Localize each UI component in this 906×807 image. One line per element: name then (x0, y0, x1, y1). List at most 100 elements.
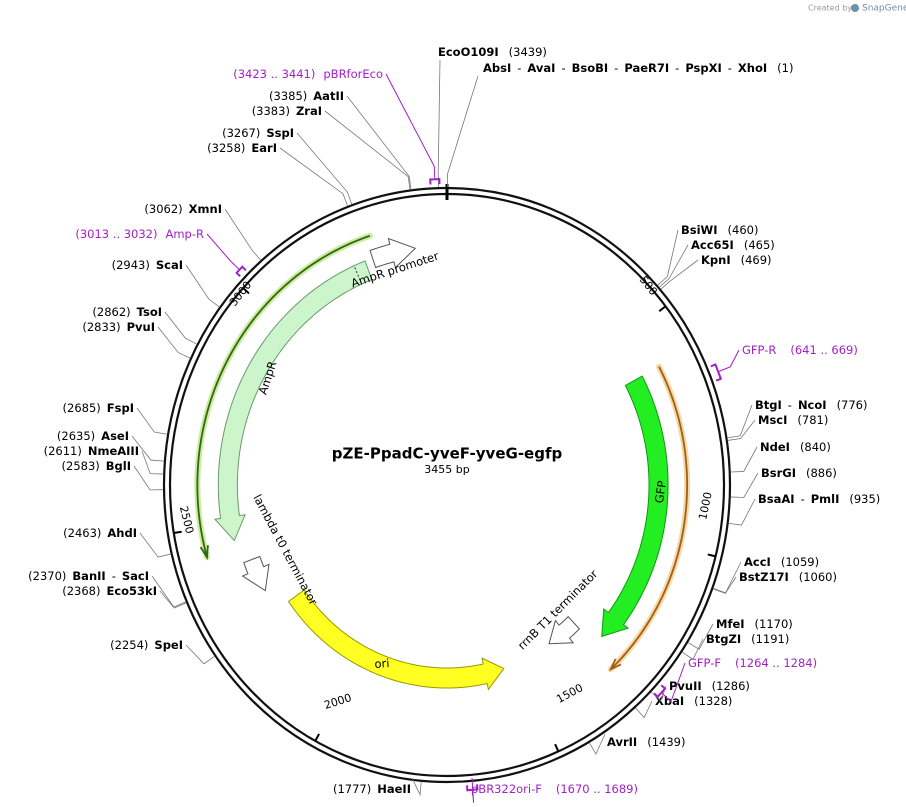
site-connector (589, 733, 606, 755)
feature-label: ori (374, 656, 390, 671)
primer-label: (3423 .. 3441) pBRforEco (233, 67, 383, 81)
site-label: EcoO109I (3439) (438, 45, 547, 59)
site-label: (2254) SpeI (110, 638, 183, 652)
site-label: BtgZI (1191) (706, 632, 789, 646)
ruler-tick (242, 287, 250, 295)
site-position: (1777) (333, 782, 371, 796)
enzyme-name: AhdI (107, 526, 137, 540)
site-connector (651, 685, 667, 702)
enzyme-name: NdeI (760, 440, 790, 454)
site-separator: - (517, 61, 521, 75)
enzyme-name: Acc65I (691, 238, 734, 252)
enzyme-name: MfeI (716, 617, 745, 631)
site-position: (776) (837, 398, 868, 412)
lambda-terminator-arrow (241, 555, 270, 592)
primer-connector (385, 73, 436, 179)
enzyme-name: BanII (72, 569, 105, 583)
site-connector (730, 472, 759, 498)
site-label: (3062) XmnI (144, 202, 222, 216)
primer-name: pBR322ori-F (471, 782, 542, 796)
site-connector (141, 450, 164, 475)
primer-range: (1264 .. 1284) (735, 656, 817, 670)
site-connector (687, 623, 714, 650)
site-position: (3439) (509, 45, 547, 59)
gfp-arrow (601, 375, 669, 638)
enzyme-name: ZraI (296, 104, 322, 118)
site-connector (185, 644, 215, 665)
site-connector (657, 229, 679, 286)
site-connector (279, 147, 348, 207)
credit-text: Created by (808, 4, 852, 13)
enzyme-name: BsiWI (681, 223, 718, 237)
primer-name: GFP-F (688, 656, 721, 670)
site-label: AbsI - AvaI - BsoBI - PaeR7I - PspXI - XhoI (1) (483, 61, 793, 75)
ruler-label: 1500 (554, 681, 585, 706)
ampr-promoter-arrow (369, 237, 417, 269)
primer-mark (235, 265, 247, 278)
enzyme-name: PvuII (669, 679, 702, 693)
site-connector (324, 110, 411, 190)
site-connector (151, 575, 186, 608)
site-connector (660, 259, 699, 290)
ampr-direction (196, 234, 371, 558)
site-position: (1059) (781, 555, 819, 569)
ruler-label: 2000 (323, 691, 354, 712)
site-connector (159, 590, 187, 609)
site-position: (840) (800, 440, 831, 454)
enzyme-name: PvuI (127, 320, 155, 334)
site-connector (713, 576, 737, 594)
ruler-label: 1000 (696, 491, 715, 521)
enzyme-name: TsoI (137, 305, 162, 319)
enzyme-name: AvrII (607, 735, 637, 749)
site-connector (296, 132, 353, 205)
site-position: (3385) (269, 89, 307, 103)
site-separator: - (112, 569, 116, 583)
site-position: (465) (744, 238, 775, 252)
primer-name: Amp-R (165, 227, 204, 241)
enzyme-name: BsrGI (761, 466, 796, 480)
site-label: (1777) HaeII (333, 782, 411, 796)
site-separator: - (561, 61, 565, 75)
primer-name: pBRforEco (323, 67, 383, 81)
enzyme-name: FspI (107, 401, 134, 415)
primer-mark (653, 684, 667, 699)
site-connector (727, 419, 756, 441)
primer-range: (1670 .. 1689) (556, 782, 638, 796)
site-position: (2368) (62, 584, 100, 598)
site-connector (411, 777, 422, 797)
ruler-tick (554, 743, 560, 752)
site-position: (460) (728, 223, 759, 237)
rrnb-terminator-arrow (548, 615, 581, 645)
feature-label: GFP (652, 480, 669, 504)
site-position: (1286) (712, 679, 750, 693)
enzyme-name: EarI (251, 141, 277, 155)
primer-label: (3013 .. 3032) Amp-R (75, 227, 204, 241)
site-position: (2862) (92, 305, 130, 319)
site-position: (3267) (222, 126, 260, 140)
site-label: KpnI (469) (701, 253, 772, 267)
site-separator: - (675, 61, 679, 75)
site-separator: - (728, 61, 732, 75)
feature-label: lambda t0 terminator (250, 492, 320, 608)
enzyme-name: HaeII (377, 782, 411, 796)
site-label: (3267) SspI (222, 126, 294, 140)
site-connector (659, 244, 689, 288)
gfp-direction (610, 366, 689, 670)
enzyme-name: Eco53kI (106, 584, 157, 598)
site-connector (131, 435, 164, 462)
primer-mark (429, 178, 441, 185)
site-label: BtgI - NcoI (776) (755, 398, 868, 412)
primer-connector (471, 777, 475, 803)
site-position: (781) (797, 413, 828, 427)
site-connector (447, 75, 479, 188)
site-label: MfeI (1170) (716, 617, 793, 631)
brand-icon (851, 4, 859, 12)
site-position: (886) (806, 466, 837, 480)
enzyme-name: AbsI (483, 61, 511, 75)
enzyme-name: SacI (122, 569, 149, 583)
enzyme-name: AvaI (527, 61, 555, 75)
enzyme-name: PaeR7I (624, 61, 669, 75)
site-connector (635, 700, 653, 719)
enzyme-name: AatII (313, 89, 344, 103)
